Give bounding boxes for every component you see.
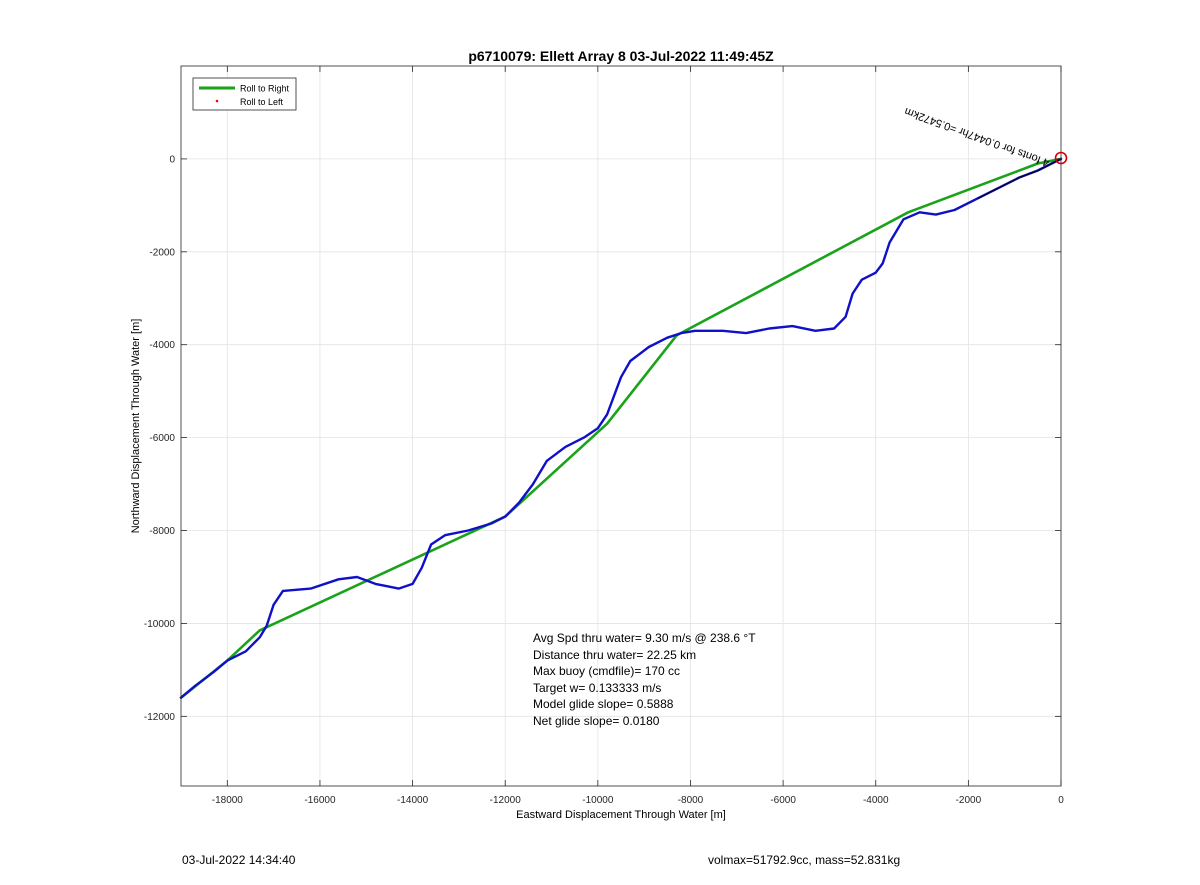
y-tick-label: -2000 — [149, 247, 175, 258]
stat-net-glide-slope: Net glide slope= 0.0180 — [533, 714, 660, 728]
stat-model-glide-slope: Model glide slope= 0.5888 — [533, 697, 674, 711]
track-layer — [179, 157, 1063, 700]
x-axis-label: Eastward Displacement Through Water [m] — [516, 809, 726, 821]
x-axis-ticks: -18000 -16000 -14000 -12000 -10000 -8000 -6000… — [212, 66, 1064, 806]
y-tick-label: 0 — [169, 154, 175, 165]
plot-area — [181, 66, 1061, 786]
x-tick-label: -2000 — [956, 795, 982, 806]
direction-arrow — [1019, 170, 1039, 178]
x-tick-label: -18000 — [212, 795, 244, 806]
chart-title: p6710079: Ellett Array 8 03-Jul-2022 11:… — [468, 48, 774, 64]
series-track — [179, 157, 1063, 699]
grid-lines — [181, 66, 1062, 786]
y-axis-label: Northward Displacement Through Water [m] — [130, 319, 142, 534]
stat-max-buoy: Max buoy (cmdfile)= 170 cc — [533, 664, 680, 678]
y-tick-label: -8000 — [149, 526, 175, 537]
footer-timestamp: 03-Jul-2022 14:34:40 — [182, 853, 296, 867]
legend-box — [192, 77, 297, 111]
direction-arrow — [1037, 163, 1052, 171]
y-tick-label: -4000 — [149, 340, 175, 351]
x-tick-label: 0 — [1058, 795, 1064, 806]
x-tick-label: -6000 — [770, 795, 796, 806]
y-tick-label: -12000 — [144, 712, 176, 723]
stat-avg-speed: Avg Spd thru water= 9.30 m/s @ 238.6 °T — [533, 631, 756, 645]
y-tick-label: -6000 — [149, 433, 175, 444]
direction-arrow — [977, 186, 1002, 199]
x-tick-label: -16000 — [304, 795, 336, 806]
footer-volmax-mass: volmax=51792.9cc, mass=52.831kg — [708, 853, 901, 867]
start-marker — [1054, 151, 1068, 165]
x-tick-label: -14000 — [397, 795, 429, 806]
x-tick-label: -10000 — [582, 795, 614, 806]
x-tick-label: -12000 — [490, 795, 522, 806]
stat-distance: Distance thru water= 22.25 km — [533, 648, 696, 662]
stat-target-w: Target w= 0.133333 m/s — [533, 681, 661, 695]
legend-label-roll-left: Roll to Left — [240, 97, 284, 107]
x-tick-label: -4000 — [863, 795, 889, 806]
legend-marker-roll-left — [215, 99, 219, 103]
x-tick-label: -8000 — [678, 795, 704, 806]
legend-label-roll-right: Roll to Right — [240, 84, 290, 94]
series-roll-to-right — [179, 157, 1063, 700]
y-tick-label: -10000 — [144, 619, 176, 630]
legend: Roll to Right Roll to Left — [192, 77, 297, 111]
plot-frame — [180, 65, 1062, 787]
stats-annotation: Avg Spd thru water= 9.30 m/s @ 238.6 °T … — [533, 631, 756, 728]
direction-arrow — [1000, 177, 1020, 188]
